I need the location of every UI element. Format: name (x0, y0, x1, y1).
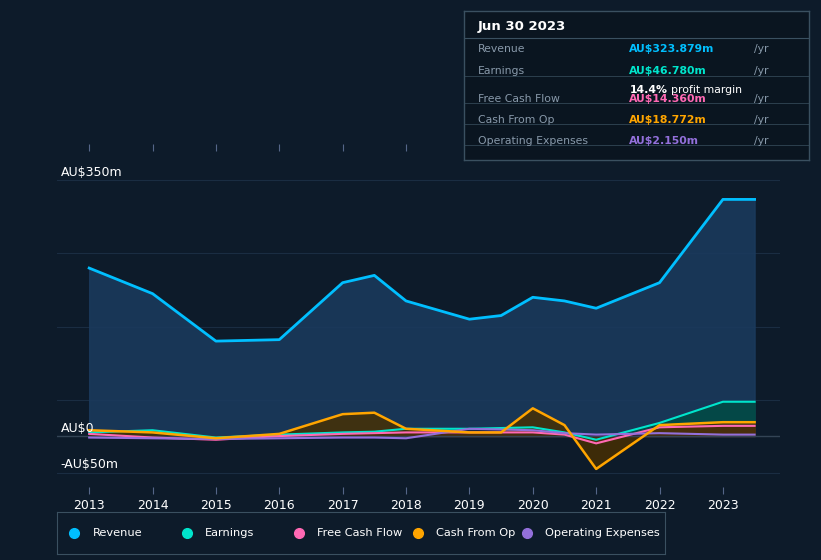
Text: profit margin: profit margin (671, 86, 741, 95)
Text: AU$46.780m: AU$46.780m (630, 66, 707, 76)
Text: Earnings: Earnings (478, 66, 525, 76)
Text: Operating Expenses: Operating Expenses (545, 529, 660, 538)
Text: AU$2.150m: AU$2.150m (630, 136, 699, 146)
Text: /yr: /yr (754, 66, 768, 76)
Text: AU$18.772m: AU$18.772m (630, 115, 707, 125)
Text: 14.4%: 14.4% (630, 86, 667, 95)
Text: Jun 30 2023: Jun 30 2023 (478, 20, 566, 33)
Text: Revenue: Revenue (93, 529, 142, 538)
Text: AU$0: AU$0 (61, 422, 94, 435)
Text: Cash From Op: Cash From Op (478, 115, 554, 125)
Text: /yr: /yr (754, 136, 768, 146)
Text: Cash From Op: Cash From Op (436, 529, 516, 538)
Text: Earnings: Earnings (205, 529, 255, 538)
Text: AU$350m: AU$350m (61, 166, 122, 179)
Text: AU$14.360m: AU$14.360m (630, 94, 707, 104)
Text: -AU$50m: -AU$50m (61, 458, 119, 471)
Text: AU$323.879m: AU$323.879m (630, 44, 715, 54)
Text: Free Cash Flow: Free Cash Flow (478, 94, 560, 104)
Text: Free Cash Flow: Free Cash Flow (318, 529, 403, 538)
Text: Operating Expenses: Operating Expenses (478, 136, 588, 146)
Text: Revenue: Revenue (478, 44, 525, 54)
Text: /yr: /yr (754, 94, 768, 104)
Text: /yr: /yr (754, 115, 768, 125)
Text: /yr: /yr (754, 44, 768, 54)
